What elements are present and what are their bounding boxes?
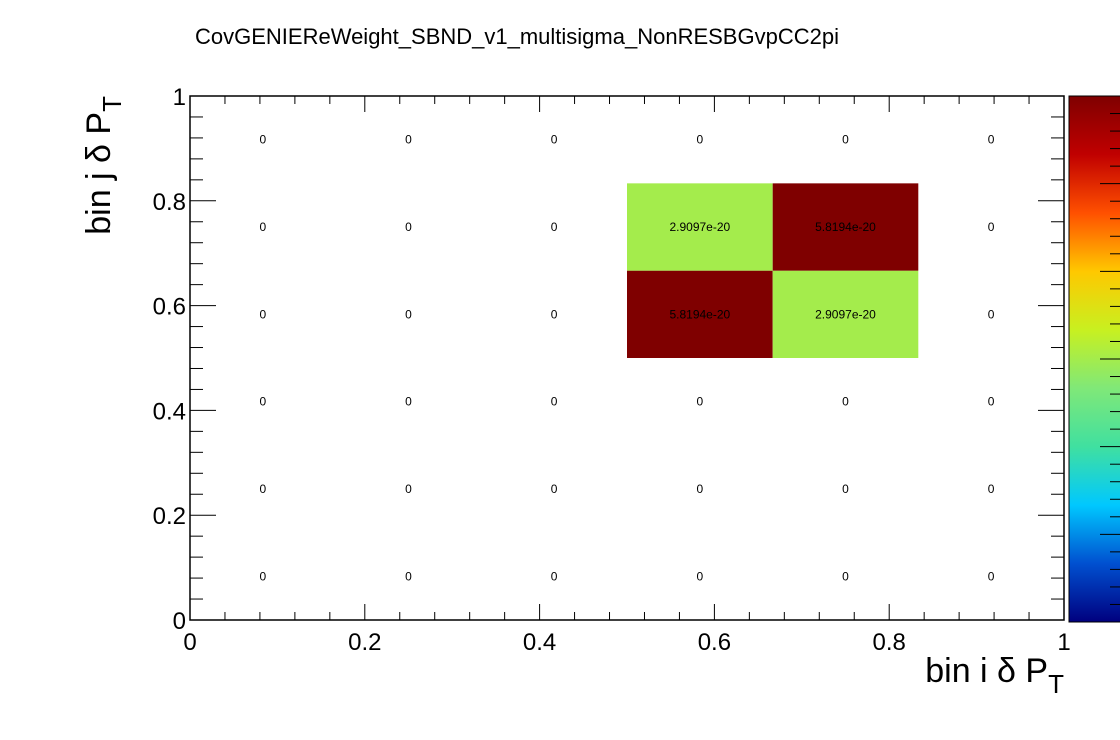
cell-value-label: 0 [842, 395, 849, 409]
cell-value-label: 0 [405, 395, 412, 409]
cell-value-label: 2.9097e-20 [815, 307, 876, 321]
cell-value-label: 0 [697, 569, 704, 583]
cell-value-label: 0 [988, 220, 995, 234]
heatmap-cell [627, 183, 773, 271]
cell-value-label: 0 [551, 220, 558, 234]
x-axis-title-sub: T [1048, 669, 1064, 699]
x-tick-label: 0.2 [348, 629, 381, 656]
y-axis-title: bin j δ PT [80, 96, 127, 235]
heatmap-cell [772, 183, 919, 271]
cell-value-label: 0 [405, 482, 412, 496]
cell-value-label: 0 [260, 395, 267, 409]
cell-value-label: 0 [988, 307, 995, 321]
cell-value-label: 0 [260, 220, 267, 234]
heatmap-cell [627, 270, 773, 358]
cell-value-label: 0 [260, 569, 267, 583]
cell-value-label: 0 [697, 395, 704, 409]
y-tick-label: 0.6 [153, 294, 186, 321]
cell-value-label: 0 [551, 133, 558, 147]
cell-value-label: 0 [405, 307, 412, 321]
cell-value-label: 0 [988, 569, 995, 583]
chart-title: CovGENIEReWeight_SBND_v1_multisigma_NonR… [195, 24, 839, 49]
y-tick-label: 0 [173, 608, 186, 635]
cell-value-label: 0 [551, 395, 558, 409]
cell-value-label: 0 [405, 569, 412, 583]
cell-value-label: 0 [405, 220, 412, 234]
cell-value-label: 0 [697, 133, 704, 147]
cell-value-label: 0 [260, 133, 267, 147]
y-tick-label: 0.4 [153, 398, 186, 425]
x-axis-title: bin i δ PT [925, 652, 1064, 699]
x-tick-label: 0.6 [698, 629, 731, 656]
cell-value-label: 0 [405, 133, 412, 147]
cell-value-label: 0 [988, 133, 995, 147]
colorbar-ticks [1100, 95, 1120, 623]
cell-value-label: 0 [551, 482, 558, 496]
cell-value-label: 0 [842, 133, 849, 147]
cell-value-label: 0 [260, 307, 267, 321]
cell-value-label: 0 [551, 307, 558, 321]
cell-value-label: 5.8194e-20 [815, 220, 876, 234]
x-tick-label: 0 [183, 629, 196, 656]
y-axis: 0 0.2 0.4 0.6 0.8 1 [153, 84, 1064, 635]
cell-value-label: 0 [988, 482, 995, 496]
y-axis-title-sub: T [97, 96, 127, 112]
y-tick-label: 1 [173, 84, 186, 111]
x-axis: 0 0.2 0.4 0.6 0.8 1 [183, 96, 1071, 656]
cell-value-label: 5.8194e-20 [669, 307, 730, 321]
x-tick-label: 0.4 [523, 629, 556, 656]
cell-value-label: 0 [988, 395, 995, 409]
x-tick-label: 1 [1057, 629, 1070, 656]
cell-value-label: 0 [697, 482, 704, 496]
cell-value-label: 0 [842, 569, 849, 583]
heatmap-cells [627, 183, 919, 358]
x-axis-title-text: bin i δ P [925, 652, 1048, 690]
y-tick-label: 0.2 [153, 503, 186, 530]
cell-value-label: 0 [842, 482, 849, 496]
cell-value-label: 0 [260, 482, 267, 496]
y-tick-label: 0.8 [153, 189, 186, 216]
cell-value-label: 2.9097e-20 [669, 220, 730, 234]
cell-labels: 0 0 0 0 0 0 0 0 0 0 0 0 0 0 0 0 0 0 0 0 0 5.8194e-20 2.9097e-2… [260, 133, 995, 584]
heatmap-cell [772, 270, 919, 358]
x-tick-label: 0.8 [873, 629, 906, 656]
y-axis-title-text: bin j δ P [80, 112, 118, 235]
cell-value-label: 0 [551, 569, 558, 583]
plot-frame [189, 95, 1065, 621]
